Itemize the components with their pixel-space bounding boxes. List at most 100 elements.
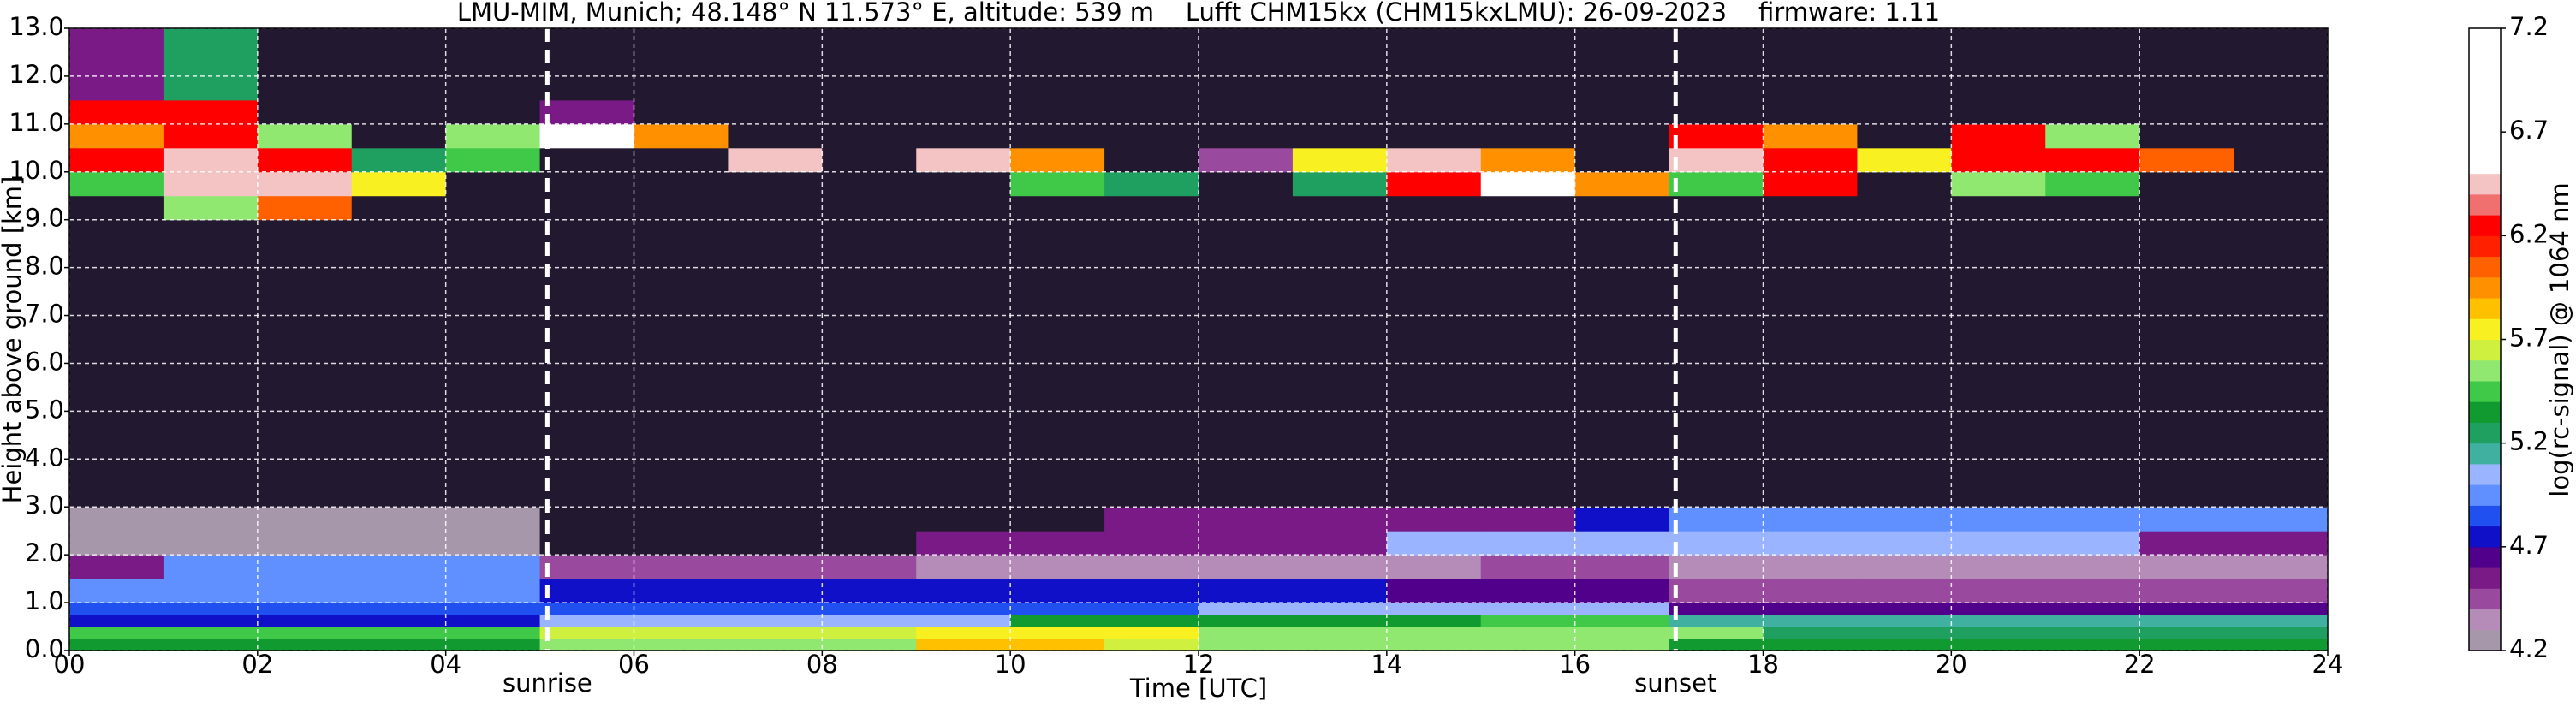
heatmap-cell [916, 195, 1011, 221]
colorbar-segment [2469, 339, 2501, 361]
heatmap-cell [1010, 195, 1105, 221]
heatmap-cell [1199, 411, 1294, 508]
heatmap-cell [1292, 615, 1388, 627]
heatmap-cell [822, 195, 917, 221]
heatmap-cell [916, 99, 1011, 125]
heatmap-cell [822, 627, 917, 639]
heatmap-cell [1010, 99, 1105, 125]
heatmap-cell [1010, 28, 1105, 101]
heatmap-cell [2234, 99, 2329, 125]
heatmap-cell [2139, 219, 2234, 317]
heatmap-cell [163, 123, 259, 149]
colorbar-tick-label: 4.2 [2509, 634, 2549, 663]
heatmap-cell [1104, 555, 1199, 579]
heatmap-cell [634, 555, 729, 579]
heatmap-cell [1199, 99, 1294, 125]
heatmap-cell [1104, 195, 1199, 221]
heatmap-cell [69, 603, 164, 615]
heatmap-cell [1763, 639, 1858, 651]
heatmap-cell [728, 639, 823, 651]
heatmap-cell [728, 627, 823, 639]
heatmap-cell [1386, 555, 1482, 579]
heatmap-cell [1574, 28, 1670, 101]
heatmap-cell [2234, 579, 2329, 603]
heatmap-cell [1951, 171, 2046, 197]
colorbar-segment [2469, 276, 2501, 299]
heatmap-cell [163, 627, 259, 639]
heatmap-cell [69, 147, 164, 173]
heatmap-cell [69, 639, 164, 651]
heatmap-cell [916, 579, 1011, 603]
heatmap-cell [2045, 579, 2140, 603]
heatmap-cell [822, 171, 917, 197]
heatmap-cell [1292, 28, 1388, 101]
heatmap-cell [1199, 627, 1294, 639]
heatmap-cell [539, 171, 634, 197]
heatmap-cell [1010, 579, 1105, 603]
heatmap-cell [1857, 195, 1952, 221]
heatmap-cell [69, 99, 164, 125]
heatmap-cell [1669, 171, 1764, 197]
heatmap-cell [2045, 627, 2140, 639]
heatmap-cell [539, 639, 634, 651]
heatmap-cell [2139, 28, 2234, 101]
heatmap-cell [445, 99, 541, 125]
heatmap-cell [163, 579, 259, 603]
colorbar-segment [2469, 173, 2501, 195]
heatmap-cell [69, 555, 164, 579]
heatmap-cell [1763, 555, 1858, 579]
heatmap-cell [728, 28, 823, 101]
heatmap-cell [1763, 147, 1858, 173]
heatmap-cell [1574, 99, 1670, 125]
heatmap-cell [1292, 531, 1388, 556]
heatmap-cell [1763, 99, 1858, 125]
heatmap-cell [1951, 123, 2046, 149]
y-tick-label: 11.0 [9, 108, 64, 137]
heatmap-cell [916, 531, 1011, 556]
heatmap-cell [634, 28, 729, 101]
heatmap-cell [539, 615, 634, 627]
heatmap-cell [539, 28, 634, 101]
heatmap-cell [1669, 147, 1764, 173]
heatmap-cell [351, 639, 447, 651]
heatmap-cell [1857, 123, 1952, 149]
heatmap-cell [2045, 615, 2140, 627]
heatmap-cell [445, 507, 541, 532]
colorbar-tick-label: 4.7 [2509, 531, 2549, 560]
heatmap-cell [2234, 531, 2329, 556]
heatmap-cell [445, 615, 541, 627]
heatmap-cell [1199, 615, 1294, 627]
heatmap-cell [1199, 603, 1294, 615]
heatmap-cell [1669, 123, 1764, 149]
heatmap-cell [2045, 639, 2140, 651]
heatmap-cell [1010, 123, 1105, 149]
heatmap-cell [634, 99, 729, 125]
colorbar-segment [2469, 359, 2501, 382]
heatmap-cell [822, 411, 917, 508]
heatmap-cell [1951, 195, 2046, 221]
heatmap-cell [2234, 28, 2329, 101]
plot-frame [68, 27, 2329, 651]
y-tick-label: 13.0 [9, 12, 64, 41]
heatmap-cell [1951, 555, 2046, 579]
heatmap-cell [257, 99, 353, 125]
heatmap-cell [634, 123, 729, 149]
heatmap-cell [2139, 147, 2234, 173]
colorbar-segment [2469, 28, 2501, 50]
heatmap-cell [1104, 99, 1199, 125]
y-tick-label: 0.0 [25, 634, 64, 663]
heatmap-cell [539, 99, 634, 125]
heatmap-cell [257, 195, 353, 221]
heatmap-cell [163, 99, 259, 125]
colorbar-segment [2469, 463, 2501, 485]
heatmap-cell [1292, 603, 1388, 615]
colorbar-segment [2469, 298, 2501, 319]
heatmap-cell [1292, 99, 1388, 125]
heatmap-cell [539, 579, 634, 603]
heatmap-cell [1574, 639, 1670, 651]
heatmap-cell [1199, 195, 1294, 221]
heatmap-cell [1292, 555, 1388, 579]
heatmap-cell [2139, 555, 2234, 579]
heatmap-cell [1104, 579, 1199, 603]
heatmap-cell [822, 507, 917, 532]
